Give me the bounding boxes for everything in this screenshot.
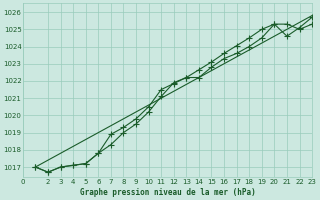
X-axis label: Graphe pression niveau de la mer (hPa): Graphe pression niveau de la mer (hPa)	[80, 188, 255, 197]
